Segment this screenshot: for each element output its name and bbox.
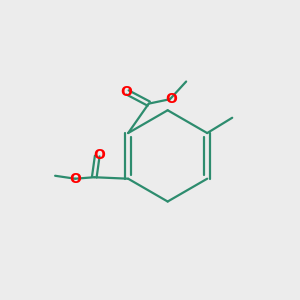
Text: O: O: [120, 85, 132, 99]
Text: O: O: [166, 92, 177, 106]
Text: O: O: [69, 172, 81, 186]
Text: O: O: [93, 148, 105, 162]
